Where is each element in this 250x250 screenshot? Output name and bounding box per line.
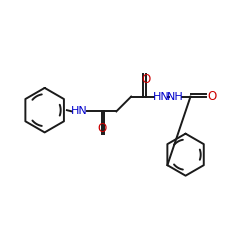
Text: HN: HN	[152, 92, 169, 102]
Text: HN: HN	[71, 106, 88, 117]
Text: O: O	[207, 90, 216, 103]
Text: NH: NH	[167, 92, 184, 102]
Text: O: O	[97, 122, 106, 135]
Text: O: O	[142, 73, 151, 86]
